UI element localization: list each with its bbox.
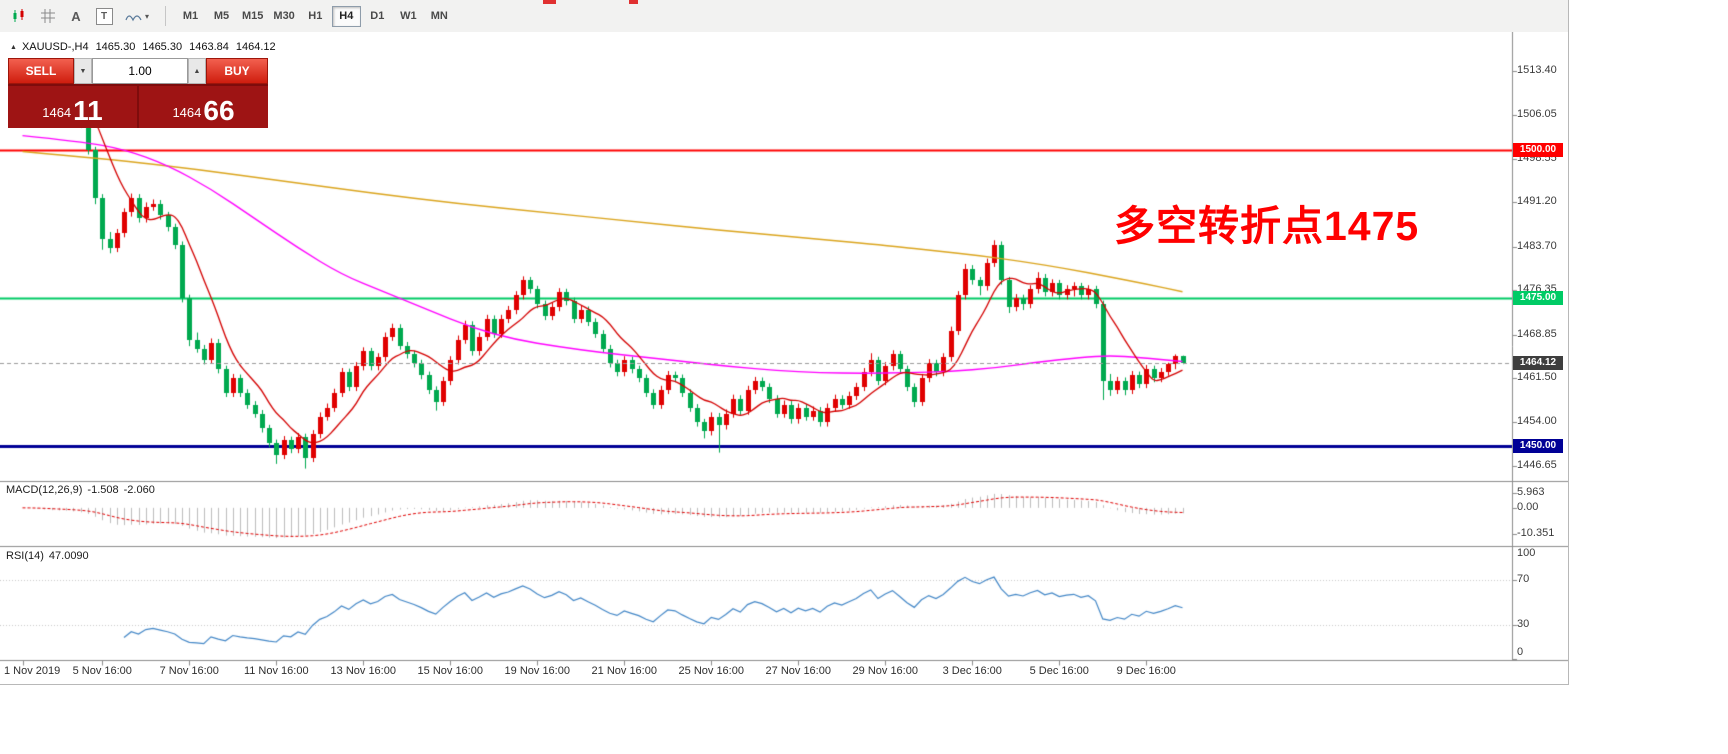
chart-area: 1513.40 1506.05 1498.55 1491.20 1483.70 1476.… bbox=[0, 32, 1568, 684]
buy-price-pips: 66 bbox=[203, 95, 235, 127]
timeframe-m15[interactable]: M15 bbox=[238, 6, 267, 27]
close-value: 1464.12 bbox=[235, 41, 276, 53]
time-axis-label: 5 Dec 16:00 bbox=[1029, 665, 1089, 677]
chart-ohlc-header: ▲ XAUUSD-,H4 1465.30 1465.30 1463.84 146… bbox=[10, 41, 276, 53]
macd-axis-label: -10.351 bbox=[1517, 526, 1555, 539]
time-axis-label: 15 Nov 16:00 bbox=[417, 665, 483, 677]
grid-icon[interactable] bbox=[35, 4, 61, 28]
trade-prices-row: 1464 11 1464 66 bbox=[8, 84, 268, 128]
macd-axis-label: 0.00 bbox=[1517, 500, 1539, 513]
volume-increase-button[interactable]: ▲ bbox=[188, 58, 206, 84]
time-axis-label: 7 Nov 16:00 bbox=[159, 665, 219, 677]
time-axis-label: 19 Nov 16:00 bbox=[504, 665, 570, 677]
timeframe-mn[interactable]: MN bbox=[425, 6, 454, 27]
buy-button[interactable]: BUY bbox=[206, 58, 268, 84]
price-axis-label: 1454.00 bbox=[1517, 415, 1557, 428]
timeframe-m5[interactable]: M5 bbox=[207, 6, 236, 27]
clipped-red-artifact bbox=[543, 0, 556, 4]
rsi-axis-label: 30 bbox=[1517, 618, 1530, 631]
high-value: 1465.30 bbox=[142, 41, 183, 53]
time-axis-label: 29 Nov 16:00 bbox=[852, 665, 918, 677]
time-axis-label: 5 Nov 16:00 bbox=[72, 665, 132, 677]
price-axis-label: 1461.50 bbox=[1517, 371, 1557, 384]
rsi-axis-label: 70 bbox=[1517, 572, 1530, 585]
volume-decrease-button[interactable]: ▼ bbox=[74, 58, 92, 84]
macd-value: -1.508 bbox=[87, 484, 119, 496]
macd-indicator-label: MACD(12,26,9) -1.508 -2.060 bbox=[6, 484, 155, 496]
letter-a-glyph: A bbox=[71, 8, 81, 24]
time-axis-label: 1 Nov 2019 bbox=[4, 665, 61, 677]
sell-price-pips: 11 bbox=[73, 95, 103, 127]
cycle-lines-tool-icon[interactable]: ▾ bbox=[119, 4, 155, 28]
price-axis-label: 1513.40 bbox=[1517, 64, 1557, 77]
rsi-axis-label: 100 bbox=[1517, 547, 1536, 559]
chevron-down-icon: ▾ bbox=[144, 11, 149, 21]
rsi-axis-label: 0 bbox=[1517, 646, 1524, 658]
text-tool-icon[interactable]: A bbox=[63, 4, 89, 28]
grid-glyph bbox=[41, 9, 55, 23]
rsi-value: 47.0090 bbox=[48, 550, 89, 562]
time-axis-label: 27 Nov 16:00 bbox=[765, 665, 831, 677]
rsi-name: RSI(14) bbox=[6, 550, 44, 562]
price-axis-label: 1446.65 bbox=[1517, 458, 1557, 471]
price-axis-label: 1468.85 bbox=[1517, 327, 1557, 340]
candles-glyph bbox=[13, 9, 24, 22]
sell-price-display[interactable]: 1464 11 bbox=[8, 86, 137, 128]
timeframes-toolbar: M1 M5 M15 M30 H1 H4 D1 W1 MN bbox=[175, 5, 455, 27]
price-axis-label: 1491.20 bbox=[1517, 195, 1557, 208]
clipped-red-artifact bbox=[629, 0, 638, 4]
buy-price-main: 1464 bbox=[172, 105, 202, 120]
toolbar-divider bbox=[165, 6, 166, 26]
timeframe-h4[interactable]: H4 bbox=[331, 5, 361, 27]
time-axis-label: 9 Dec 16:00 bbox=[1116, 665, 1176, 677]
chinese-annotation-text: 多空转折点1475 bbox=[1114, 203, 1420, 249]
hline-price-tag: 1450.00 bbox=[1513, 439, 1563, 454]
timeframe-w1[interactable]: W1 bbox=[394, 6, 423, 27]
indicators-icon[interactable] bbox=[7, 4, 33, 28]
price-axis-label: 1483.70 bbox=[1517, 239, 1557, 252]
time-axis-label: 21 Nov 16:00 bbox=[591, 665, 657, 677]
cycles-glyph bbox=[125, 15, 142, 22]
timeframe-d1[interactable]: D1 bbox=[363, 6, 392, 27]
symbol-period-label: XAUUSD-,H4 bbox=[21, 41, 89, 53]
current-price-tag: 1464.12 bbox=[1513, 355, 1563, 370]
macd-axis-label: 5.963 bbox=[1517, 485, 1545, 498]
time-axis-label: 25 Nov 16:00 bbox=[678, 665, 744, 677]
timeframe-h1[interactable]: H1 bbox=[301, 6, 330, 27]
letter-t-glyph: T bbox=[95, 7, 113, 25]
price-chart-canvas[interactable] bbox=[0, 32, 1568, 684]
time-axis-label: 13 Nov 16:00 bbox=[330, 665, 396, 677]
open-value: 1465.30 bbox=[95, 41, 136, 53]
sell-button[interactable]: SELL bbox=[8, 58, 74, 84]
hline-price-tag: 1500.00 bbox=[1513, 143, 1563, 158]
macd-signal-value: -2.060 bbox=[123, 484, 155, 496]
mt4-terminal-window: A T ▾ M1 M5 M15 M30 H1 H4 D1 W1 MN 1513.40 1506.0… bbox=[0, 0, 1569, 685]
text-label-tool-icon[interactable]: T bbox=[91, 4, 117, 28]
one-click-trading-panel: SELL ▼ ▲ BUY 1464 11 1464 66 bbox=[8, 58, 268, 128]
volume-input[interactable] bbox=[92, 58, 188, 84]
buy-price-display[interactable]: 1464 66 bbox=[139, 86, 268, 128]
price-axis-label: 1506.05 bbox=[1517, 107, 1557, 120]
main-toolbar: A T ▾ M1 M5 M15 M30 H1 H4 D1 W1 MN bbox=[0, 0, 1568, 33]
collapse-panel-icon[interactable]: ▲ bbox=[10, 43, 17, 51]
timeframe-m1[interactable]: M1 bbox=[176, 6, 205, 27]
low-value: 1463.84 bbox=[189, 41, 229, 53]
sell-price-main: 1464 bbox=[42, 105, 72, 120]
time-axis-label: 11 Nov 16:00 bbox=[243, 665, 309, 677]
time-axis-label: 3 Dec 16:00 bbox=[942, 665, 1002, 677]
hline-price-tag: 1475.00 bbox=[1513, 291, 1563, 306]
trade-controls-row: SELL ▼ ▲ BUY bbox=[8, 58, 268, 84]
macd-name: MACD(12,26,9) bbox=[6, 484, 83, 496]
timeframe-m30[interactable]: M30 bbox=[269, 6, 298, 27]
rsi-indicator-label: RSI(14) 47.0090 bbox=[6, 550, 89, 562]
